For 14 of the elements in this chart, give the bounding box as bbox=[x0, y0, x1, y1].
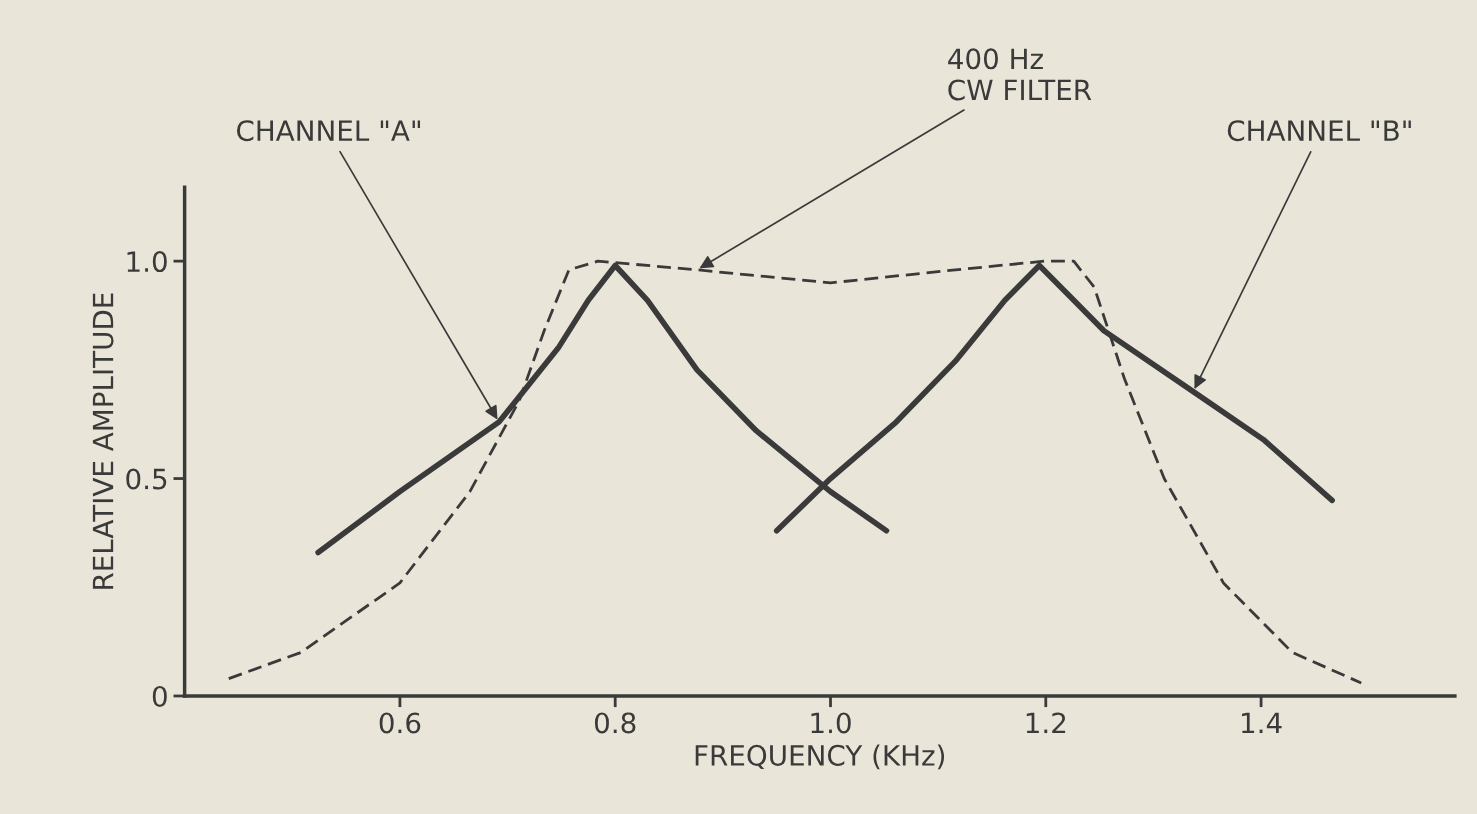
x-axis-title: FREQUENCY (KHz) bbox=[695, 744, 945, 770]
text: 400 Hz CW FILTER bbox=[948, 48, 1092, 101]
y-tick-label: 0 bbox=[152, 685, 167, 707]
x-tick-label: 1.4 bbox=[1242, 712, 1282, 734]
y-tick-label: 1.0 bbox=[127, 251, 167, 273]
x-tick-label: 0.8 bbox=[594, 712, 636, 734]
text: CHANNEL "A" bbox=[236, 120, 421, 142]
x-tick-label: 0.6 bbox=[379, 712, 421, 734]
x-tick-label: 1.2 bbox=[1026, 712, 1066, 734]
y-tick-label: 0.5 bbox=[126, 468, 167, 490]
x-tick-label: 1.0 bbox=[811, 712, 851, 734]
y-axis-title: RELATIVE AMPLITUDE bbox=[92, 293, 114, 589]
text: CHANNEL "B" bbox=[1227, 120, 1411, 142]
line-series bbox=[227, 259, 1363, 685]
